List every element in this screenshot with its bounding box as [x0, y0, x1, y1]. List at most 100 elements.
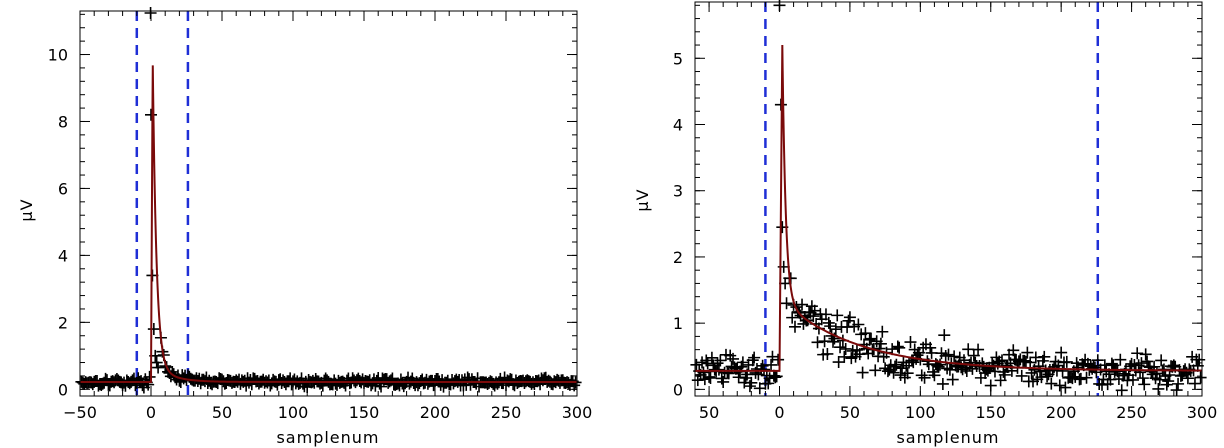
chart-right-point — [888, 360, 901, 373]
chart-right-point — [938, 329, 951, 342]
chart-right-point — [915, 369, 928, 382]
chart-right-tick-labels: 50 0 50 100 150 200 250 300 0 1 2 3 4 5 — [673, 49, 1217, 422]
chart-left-x-tick-label: 0 — [146, 403, 156, 422]
chart-right-point — [717, 375, 730, 388]
chart-right-point — [1155, 354, 1168, 367]
chart-left-marks — [75, 7, 582, 396]
chart-right-point — [856, 366, 869, 379]
chart-right-point — [960, 365, 973, 378]
chart-right-point — [772, 353, 785, 366]
chart-right-point — [1038, 350, 1051, 363]
chart-right-x-axis-label: samplenum — [896, 428, 999, 447]
chart-left-x-tick-label: −50 — [63, 403, 97, 422]
chart-right-point — [865, 332, 878, 345]
chart-left-x-tick-label: 150 — [349, 403, 380, 422]
chart-right-point — [1131, 347, 1144, 360]
chart-right-point — [1060, 355, 1073, 368]
chart-right-point — [1134, 366, 1147, 379]
chart-right-point — [1053, 379, 1066, 392]
chart-right-point — [690, 358, 703, 371]
chart-right-point — [824, 320, 837, 333]
chart-right-marks — [690, 0, 1207, 397]
chart-right-point — [746, 354, 759, 367]
chart-left-fit-line — [80, 65, 577, 383]
chart-right-point — [705, 351, 718, 364]
chart-left-y-tick-label: 0 — [58, 380, 68, 399]
chart-right-x-tick-label: 250 — [1116, 403, 1147, 422]
chart-right-point — [821, 347, 834, 360]
chart-left-point — [150, 356, 163, 369]
chart-right-point — [780, 297, 793, 310]
chart-right-point — [796, 298, 809, 311]
chart-left-y-tick-label: 2 — [58, 313, 68, 332]
chart-right-point — [1041, 370, 1054, 383]
chart-left-ticks — [79, 11, 578, 396]
chart-right-x-tick-label: 300 — [1187, 403, 1218, 422]
chart-right-point — [876, 325, 889, 338]
chart-right-y-tick-label: 5 — [673, 49, 683, 68]
chart-right: 50 0 50 100 150 200 250 300 0 1 2 3 4 5 samplenum µV — [633, 0, 1217, 447]
chart-right-point — [770, 370, 783, 383]
chart-right-y-tick-label: 3 — [673, 182, 683, 201]
chart-right-point — [881, 365, 894, 378]
chart-right-point — [831, 309, 844, 322]
chart-right-point — [819, 308, 832, 321]
chart-right-point — [936, 377, 949, 390]
chart-left-y-tick-label: 6 — [58, 179, 68, 198]
chart-right-point — [1091, 354, 1104, 367]
chart-right-point — [1172, 377, 1185, 390]
chart-left-point — [147, 323, 160, 336]
chart-right-point — [1135, 357, 1148, 370]
chart-right-point — [721, 366, 734, 379]
chart-right-point — [1074, 372, 1087, 385]
chart-right-point — [1021, 346, 1034, 359]
chart-right-plot-frame — [694, 1, 1203, 397]
chart-right-point — [838, 350, 851, 363]
chart-right-point — [891, 340, 904, 353]
chart-right-x-tick-label: 50 — [699, 403, 719, 422]
chart-left-x-tick-label: 300 — [562, 403, 593, 422]
chart-right-point — [1141, 355, 1154, 368]
chart-right-point — [859, 327, 872, 340]
chart-right-point — [948, 350, 961, 363]
chart-left-y-tick-label: 4 — [58, 246, 68, 265]
chart-right-point — [904, 336, 917, 349]
chart-right-point — [807, 310, 820, 323]
chart-left: −50 0 50 100 150 200 250 300 0 2 4 6 8 10 samplenum µ… — [17, 7, 592, 447]
chart-right-point — [748, 351, 761, 364]
chart-right-point — [769, 371, 782, 384]
chart-right-point — [703, 370, 716, 383]
chart-right-point — [711, 357, 724, 370]
chart-right-point — [1080, 371, 1093, 384]
chart-right-point — [832, 356, 845, 369]
chart-right-point — [869, 364, 882, 377]
chart-right-point — [1170, 384, 1183, 397]
chart-right-point — [1136, 372, 1149, 385]
chart-right-point — [727, 352, 740, 365]
chart-right-fit-line — [695, 45, 1203, 372]
chart-right-point — [1188, 377, 1201, 390]
chart-left-y-axis-label: µV — [17, 198, 36, 221]
chart-right-ticks — [694, 2, 1203, 396]
chart-right-x-tick-label: 200 — [1046, 403, 1077, 422]
chart-left-point — [145, 108, 157, 121]
chart-left-x-tick-label: 100 — [278, 403, 309, 422]
chart-right-x-tick-label: 0 — [774, 403, 784, 422]
chart-right-point — [714, 354, 727, 367]
chart-right-point — [1139, 348, 1152, 361]
chart-right-point — [1018, 354, 1031, 367]
chart-right-point — [998, 368, 1011, 381]
chart-right-point — [946, 373, 959, 386]
chart-right-y-tick-label: 2 — [673, 248, 683, 267]
chart-right-point — [1138, 378, 1151, 391]
chart-right-point — [1007, 344, 1020, 357]
chart-left-point — [143, 370, 156, 383]
chart-right-point — [1045, 377, 1058, 390]
chart-right-point — [934, 358, 947, 371]
chart-right-point — [843, 311, 856, 324]
chart-right-point — [863, 333, 876, 346]
chart-right-point — [758, 363, 771, 376]
chart-right-point — [1181, 372, 1194, 385]
chart-right-point — [1114, 353, 1127, 366]
